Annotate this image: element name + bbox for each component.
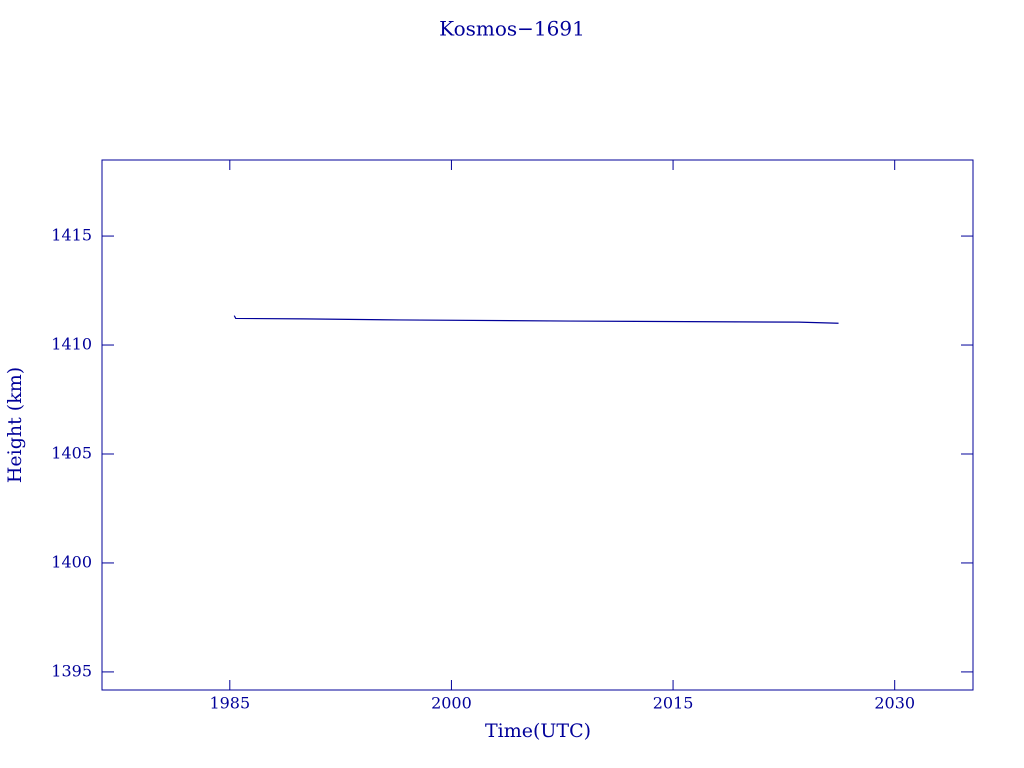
chart-title: Kosmos−1691 [439,17,585,41]
y-axis-label: Height (km) [4,367,26,483]
x-axis-label: Time(UTC) [485,720,591,742]
y-tick-label: 1415 [51,226,92,245]
y-tick-label: 1405 [51,443,92,462]
y-tick-label: 1395 [51,661,92,680]
x-tick-label: 2015 [653,694,694,713]
x-tick-label: 1985 [209,694,250,713]
y-tick-label: 1410 [51,335,92,354]
x-tick-label: 2030 [874,694,915,713]
x-tick-label: 2000 [431,694,472,713]
y-tick-label: 1400 [51,552,92,571]
data-line [233,315,839,324]
plot-frame [101,159,974,691]
